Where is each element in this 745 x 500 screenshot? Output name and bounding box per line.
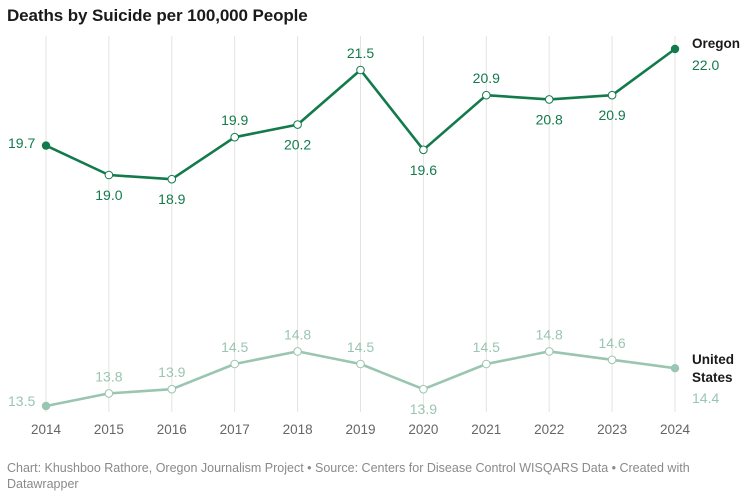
x-tick-2014: 2014 xyxy=(31,422,62,437)
x-tick-2020: 2020 xyxy=(408,422,438,437)
point-oregon-2018 xyxy=(293,120,302,129)
point-oregon-2014 xyxy=(41,141,51,150)
data-label-united-states-2023: 14.6 xyxy=(598,335,625,351)
data-label-united-states-2019: 14.5 xyxy=(347,339,374,355)
point-united-states-2015 xyxy=(104,389,114,398)
data-label-united-states-2016: 13.9 xyxy=(158,364,185,380)
series-group: 19.7 19.0 18.9 19.9 20.2 21.5 19.6 20.9 20.8 20.9… xyxy=(8,36,740,417)
chart-footer: Chart: Khushboo Rathore, Oregon Journali… xyxy=(7,461,690,491)
data-label-oregon-2023: 20.9 xyxy=(598,107,625,123)
series-united-states: 13.5 13.8 13.9 14.5 14.8 14.5 13.9 14.5 14.8 14.6… xyxy=(8,326,734,417)
point-oregon-2022 xyxy=(544,95,554,104)
data-label-united-states-2018: 14.8 xyxy=(284,326,311,342)
point-oregon-2017 xyxy=(230,132,239,142)
data-label-oregon-2019: 21.5 xyxy=(347,45,374,61)
x-tick-2021: 2021 xyxy=(471,422,501,437)
series-name-oregon-line-1: Oregon xyxy=(692,36,740,51)
point-united-states-2019 xyxy=(356,359,365,369)
x-tick-2015: 2015 xyxy=(94,422,124,437)
data-label-oregon-2016: 18.9 xyxy=(158,191,185,207)
data-label-oregon-2024: 22.0 xyxy=(692,57,719,73)
data-label-united-states-2020: 13.9 xyxy=(410,401,437,417)
point-united-states-2018 xyxy=(293,347,302,356)
x-tick-2022: 2022 xyxy=(534,422,564,437)
point-united-states-2023 xyxy=(607,355,617,365)
series-name-united-states-line-2: States xyxy=(692,370,733,385)
x-tick-2018: 2018 xyxy=(283,422,313,437)
point-united-states-2014 xyxy=(41,401,51,411)
x-tick-2019: 2019 xyxy=(345,422,375,437)
data-label-oregon-2014: 19.7 xyxy=(8,135,35,151)
data-label-united-states-2024: 14.4 xyxy=(692,390,719,406)
chart-title: Deaths by Suicide per 100,000 People xyxy=(7,6,308,25)
x-tick-2017: 2017 xyxy=(220,422,250,437)
data-label-oregon-2020: 19.6 xyxy=(410,162,437,178)
data-label-united-states-2014: 13.5 xyxy=(8,393,35,409)
point-united-states-2024 xyxy=(670,364,680,373)
point-united-states-2022 xyxy=(544,347,554,356)
x-tick-2016: 2016 xyxy=(157,422,187,437)
point-oregon-2016 xyxy=(167,174,177,184)
point-oregon-2024 xyxy=(670,44,680,54)
data-label-oregon-2017: 19.9 xyxy=(221,112,248,128)
x-tick-2024: 2024 xyxy=(660,422,691,437)
series-name-united-states-line-1: United xyxy=(692,352,734,367)
point-oregon-2023 xyxy=(607,90,617,100)
point-united-states-2016 xyxy=(167,384,177,394)
data-label-united-states-2015: 13.8 xyxy=(95,368,122,384)
data-label-oregon-2022: 20.8 xyxy=(536,111,563,127)
data-label-united-states-2022: 14.8 xyxy=(536,326,563,342)
data-label-united-states-2017: 14.5 xyxy=(221,339,248,355)
point-united-states-2020 xyxy=(419,384,428,394)
point-oregon-2021 xyxy=(482,90,491,100)
data-label-oregon-2015: 19.0 xyxy=(95,187,122,203)
x-axis-ticks: 2014 2015 2016 2017 2018 2019 2020 2021 2022 2023… xyxy=(31,422,691,437)
point-oregon-2015 xyxy=(104,170,114,180)
x-tick-2023: 2023 xyxy=(597,422,627,437)
point-oregon-2019 xyxy=(356,65,365,75)
data-label-oregon-2021: 20.9 xyxy=(473,70,500,86)
data-label-oregon-2018: 20.2 xyxy=(284,137,311,153)
series-oregon: 19.7 19.0 18.9 19.9 20.2 21.5 19.6 20.9 20.8 20.9… xyxy=(8,36,740,207)
point-united-states-2017 xyxy=(230,359,239,369)
point-oregon-2020 xyxy=(419,145,428,155)
data-label-united-states-2021: 14.5 xyxy=(473,339,500,355)
point-united-states-2021 xyxy=(482,359,491,369)
